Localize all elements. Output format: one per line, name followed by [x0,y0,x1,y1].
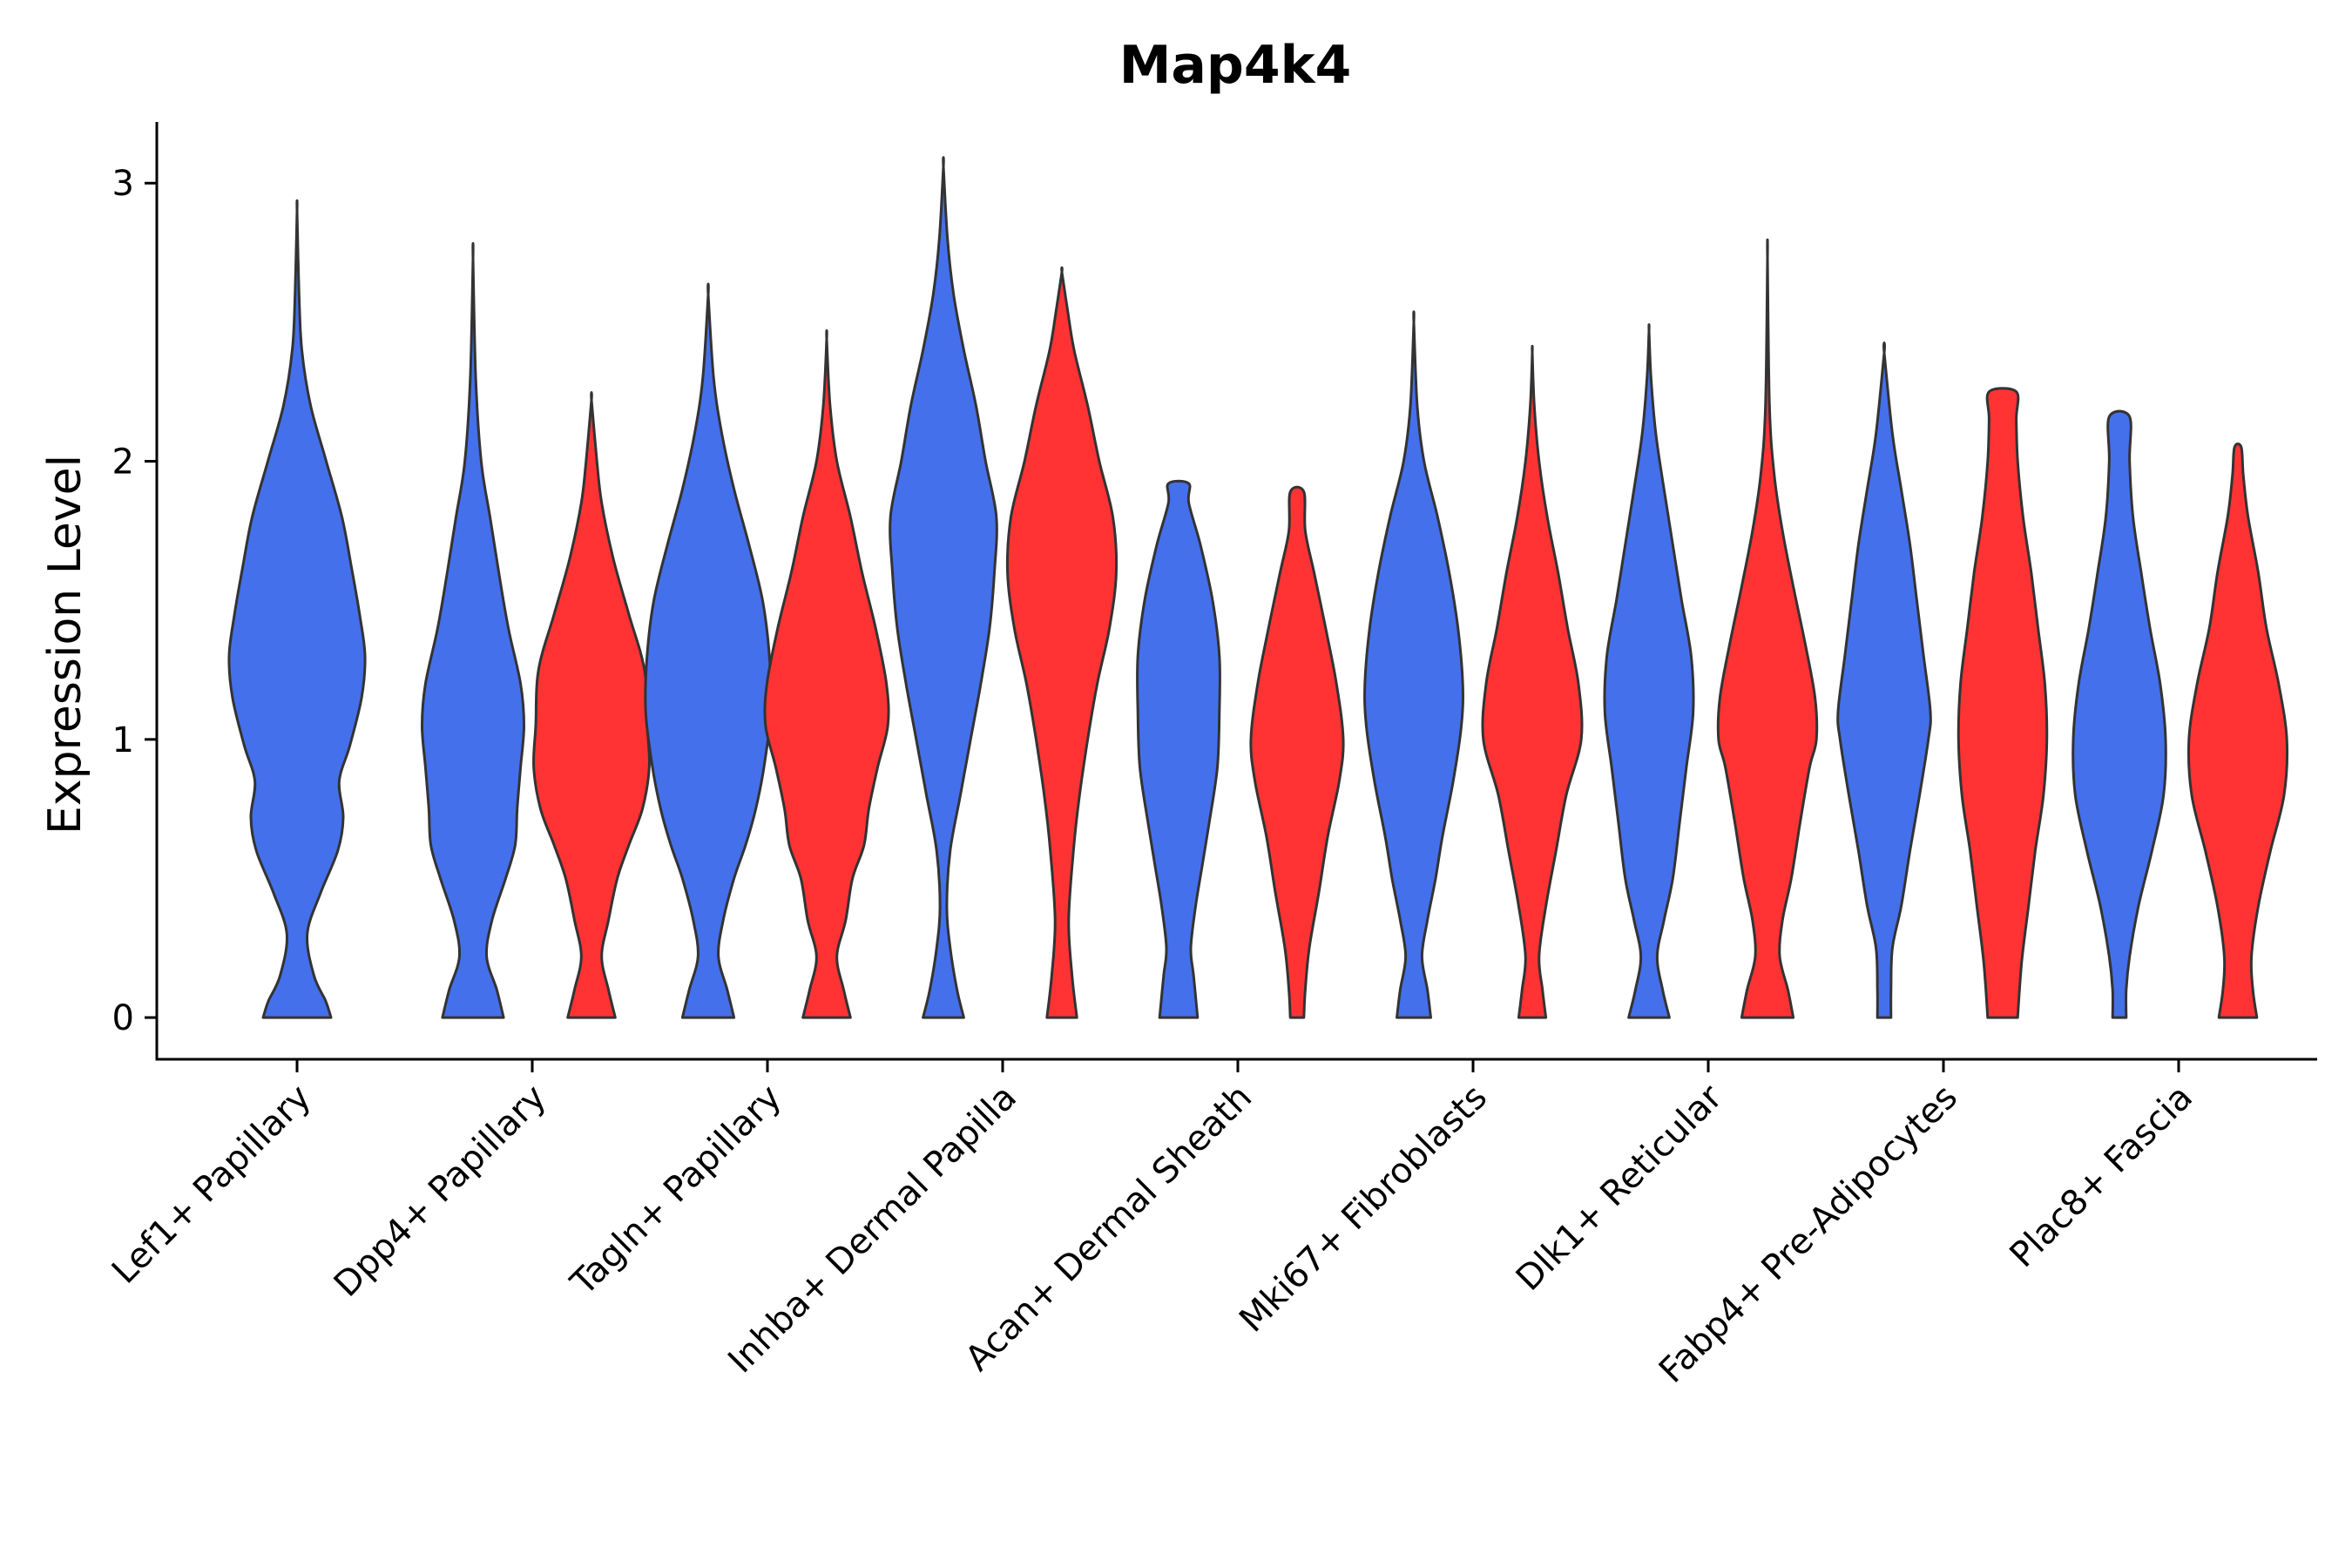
chart-title: Map4k4 [1119,35,1352,96]
violin-dpp4-papillary-group2 [532,391,651,1019]
violin-tagln-papillary-group2 [763,328,890,1019]
violin-mki67-fibroblasts-group1 [1363,310,1464,1019]
y-tick-label: 0 [112,998,134,1038]
y-axis-label: Expression Level [39,455,91,835]
violin-inhba-dermal-papilla-group2 [1005,266,1119,1019]
violin-fabp4-pre-adipocytes-group2 [1957,387,2049,1019]
violin-fabp4-pre-adipocytes-group1 [1836,341,1932,1019]
violin-dpp4-papillary-group1 [421,241,525,1019]
violin-inhba-dermal-papilla-group1 [889,156,998,1019]
violins-layer [227,156,2289,1019]
violin-dlk1-reticular-group1 [1603,323,1695,1019]
violin-dlk1-reticular-group2 [1716,238,1819,1019]
y-tick-label: 1 [112,720,134,760]
y-ticks: 0 1 2 3 [112,164,157,1038]
violin-acan-dermal-sheath-group2 [1249,485,1345,1019]
violin-lef1-papillary-group1 [227,199,367,1019]
violin-acan-dermal-sheath-group1 [1136,479,1221,1019]
violin-plac8-fascia-group2 [2186,443,2289,1019]
violin-tagln-papillary-group1 [644,282,773,1019]
y-tick-label: 2 [112,443,134,483]
y-tick-label: 3 [112,164,134,204]
violin-plac8-fascia-group1 [2072,409,2167,1019]
axes-layer [155,122,2317,1061]
violin-mki67-fibroblasts-group2 [1481,344,1584,1019]
